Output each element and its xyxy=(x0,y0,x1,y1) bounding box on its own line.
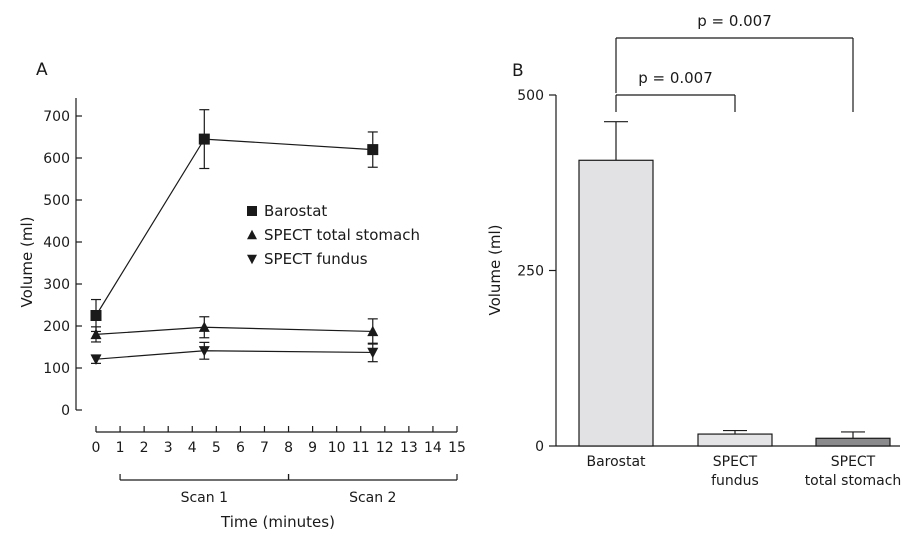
panel-a-y-axis-label: Volume (ml) xyxy=(18,216,36,307)
legend-marker xyxy=(247,229,257,240)
data-point xyxy=(90,310,102,321)
panel-b-axes: 0 250 500 xyxy=(517,88,900,455)
data-point xyxy=(198,321,210,332)
series-line xyxy=(95,350,373,360)
legend-label: SPECT fundus xyxy=(264,250,368,268)
category-label: fundus xyxy=(711,473,759,489)
legend-label: Barostat xyxy=(264,202,327,220)
panel-a-x-tick-label: 4 xyxy=(188,440,197,456)
panel-b-y-axis-label: Volume (ml) xyxy=(486,224,504,315)
panel-b-bars: Barostat SPECT fundus SPECT total stomach xyxy=(578,121,902,489)
panel-a-x-tick-label: 8 xyxy=(284,440,293,456)
panel-a-series xyxy=(90,109,379,365)
category-label: total stomach xyxy=(805,473,902,489)
legend-marker xyxy=(247,206,257,216)
panel-a-y-tick-label: 200 xyxy=(43,319,70,335)
panel-a-x-tick-label: 3 xyxy=(164,440,173,456)
category-label: SPECT xyxy=(713,454,758,470)
panel-a-x-tick-label: 6 xyxy=(236,440,245,456)
panel-b: B 0 250 500 Barostat SPECT fundus SPECT total … xyxy=(486,12,901,489)
panel-a-x-axis-label: Time (minutes) xyxy=(220,513,335,531)
significance-label: p = 0.007 xyxy=(638,69,713,87)
panel-a-x-tick-label: 7 xyxy=(260,440,269,456)
panel-a-y-tick-label: 600 xyxy=(43,151,70,167)
panel-a-y-tick-label: 0 xyxy=(61,403,70,419)
panel-a-legend: Barostat SPECT total stomach SPECT fundus xyxy=(247,202,420,268)
panel-a-x-tick-label: 10 xyxy=(328,440,346,456)
panel-a-y-tick-label: 500 xyxy=(43,193,70,209)
panel-a-y-tick-label: 700 xyxy=(43,109,70,125)
panel-b-y-tick-label: 0 xyxy=(535,439,544,455)
data-point xyxy=(198,133,210,145)
data-point xyxy=(90,354,102,365)
panel-b-y-tick-label: 250 xyxy=(517,264,544,280)
panel-a-x-tick-label: 9 xyxy=(308,440,317,456)
data-point xyxy=(367,347,379,359)
panel-a-y-tick-label: 100 xyxy=(43,361,70,377)
panel-a-y-tick-label: 300 xyxy=(43,277,70,293)
panel-a-label: A xyxy=(36,60,48,80)
panel-a-x-tick-label: 0 xyxy=(92,440,101,456)
data-point xyxy=(367,144,379,156)
bar xyxy=(697,433,773,447)
panel-a-scan-label: Scan 2 xyxy=(349,490,396,506)
panel-a-y-tick-label: 400 xyxy=(43,235,70,251)
panel-a-x-tick-label: 11 xyxy=(352,440,370,456)
category-label: SPECT xyxy=(831,454,876,470)
panel-a-x-tick-label: 13 xyxy=(400,440,418,456)
panel-a-x-tick-label: 14 xyxy=(424,440,442,456)
panel-a-x-tick-label: 12 xyxy=(376,440,394,456)
panel-a-x-tick-label: 1 xyxy=(116,440,125,456)
panel-a-scan-label: Scan 1 xyxy=(181,490,228,506)
data-point xyxy=(367,325,379,337)
panel-a-x-tick-label: 2 xyxy=(140,440,149,456)
panel-b-label: B xyxy=(512,61,524,81)
data-point xyxy=(198,346,210,357)
panel-b-significance: p = 0.007 p = 0.007 xyxy=(615,12,854,112)
bar xyxy=(578,159,654,447)
series-line xyxy=(95,326,373,335)
legend-label: SPECT total stomach xyxy=(264,226,420,244)
panel-a-x-tick-label: 5 xyxy=(212,440,221,456)
panel-b-y-tick-label: 500 xyxy=(517,88,544,104)
bar xyxy=(815,437,891,447)
data-point xyxy=(90,328,102,340)
significance-label: p = 0.007 xyxy=(697,12,772,30)
panel-a-x-tick-label: 15 xyxy=(448,440,466,456)
legend-marker xyxy=(247,254,257,265)
category-label: Barostat xyxy=(586,454,646,470)
